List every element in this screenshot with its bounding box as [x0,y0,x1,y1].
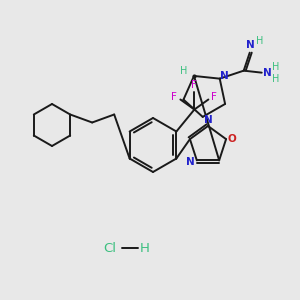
Text: H: H [140,242,150,254]
Text: N: N [204,115,212,125]
Text: F: F [212,92,217,101]
Text: Cl: Cl [103,242,116,254]
Text: H: H [256,36,263,46]
Text: O: O [228,134,236,144]
Text: N: N [246,40,255,50]
Text: H: H [272,74,279,84]
Text: N: N [187,158,195,167]
Text: H: H [180,66,188,76]
Text: F: F [171,92,177,101]
Text: N: N [263,68,272,78]
Text: H: H [272,62,279,72]
Text: F: F [191,80,197,91]
Text: N: N [220,71,229,81]
